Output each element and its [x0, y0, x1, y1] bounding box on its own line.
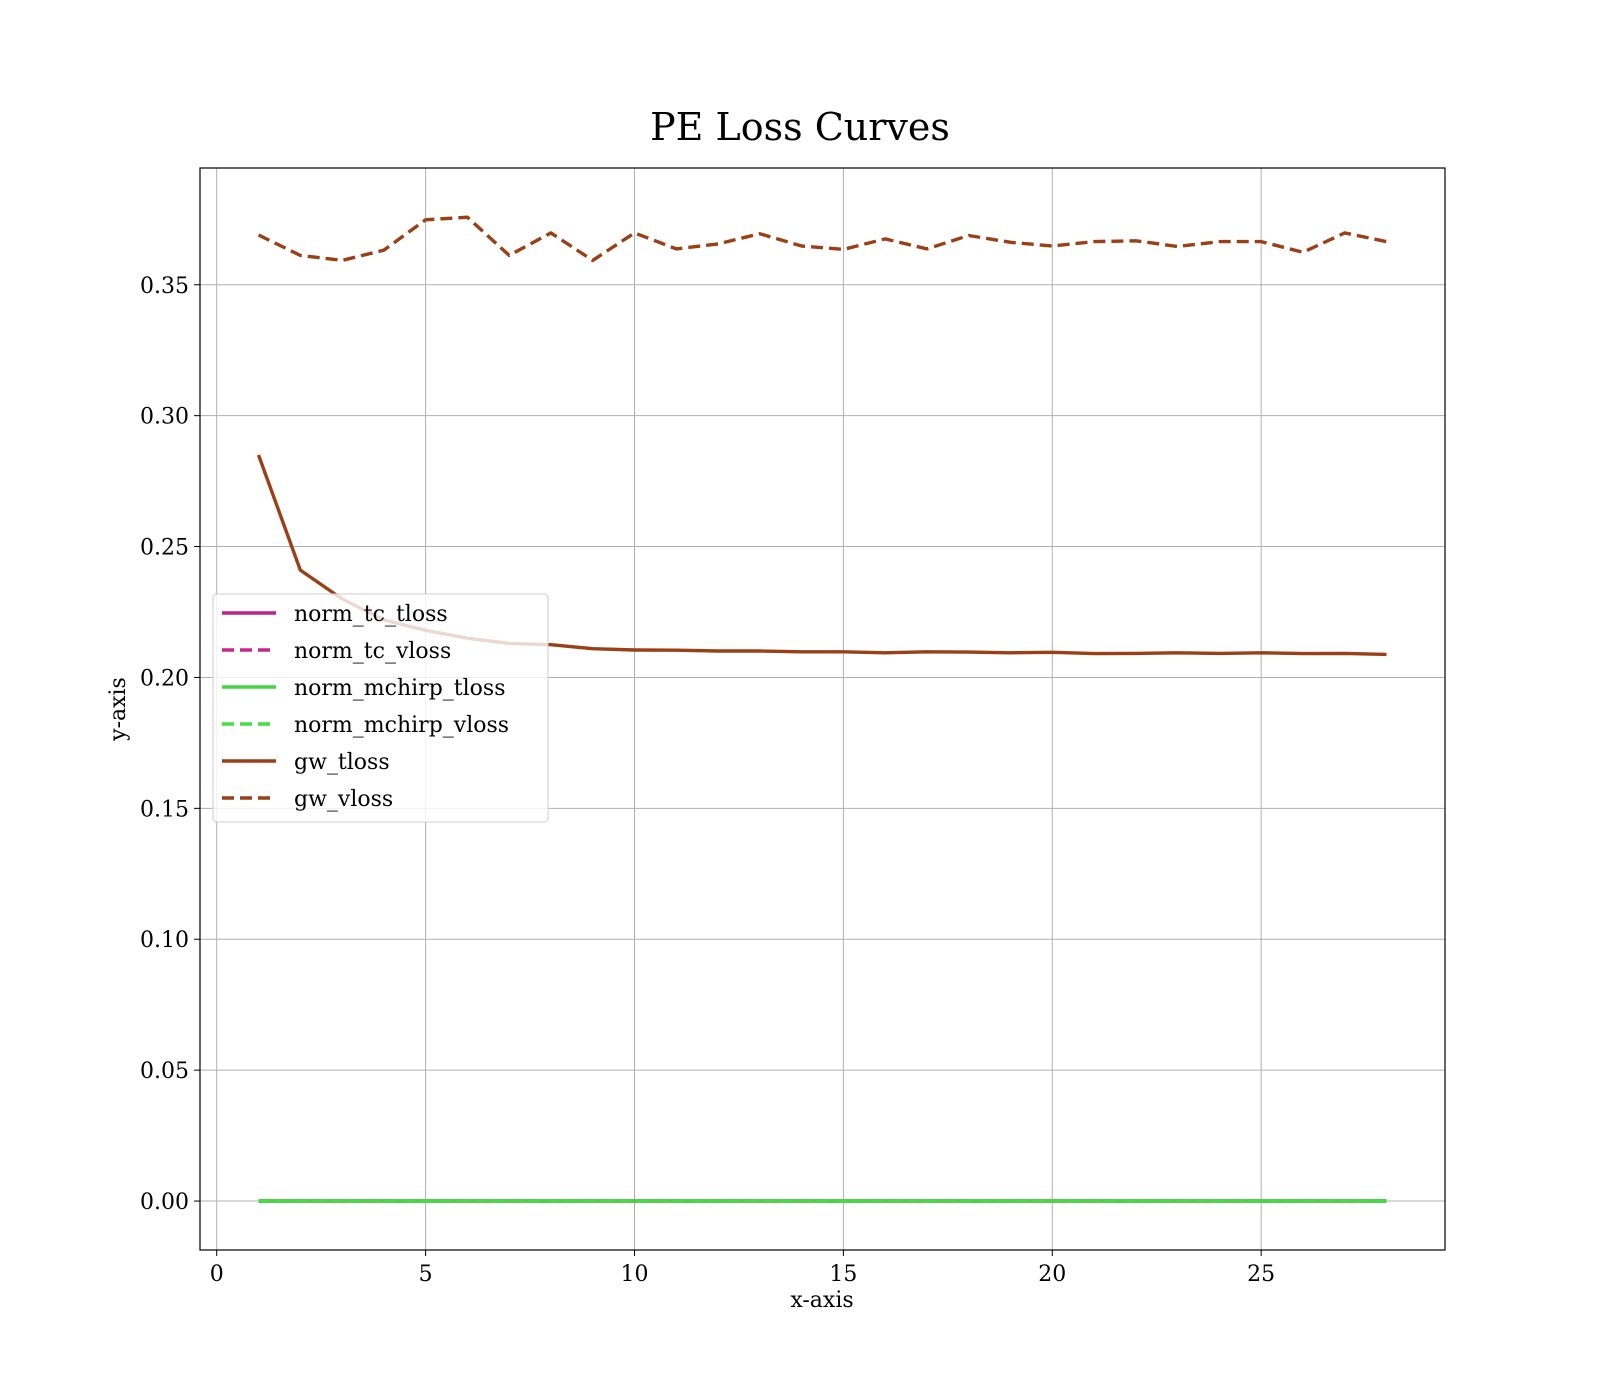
x-tick-label: 10 — [620, 1262, 648, 1287]
y-ticks: 0.00 0.05 0.10 0.15 0.20 0.25 0.30 0.35 — [140, 274, 200, 1215]
x-tick-label: 0 — [210, 1262, 224, 1287]
series-line-gw-vloss — [257, 215, 1387, 263]
x-axis-label: x-axis — [790, 1288, 853, 1313]
legend-label: gw_tloss — [294, 750, 390, 775]
x-tick-label: 20 — [1038, 1262, 1066, 1287]
y-axis-label: y-axis — [106, 677, 131, 742]
legend-label: gw_vloss — [294, 787, 393, 812]
y-tick-label: 0.15 — [140, 797, 189, 822]
x-tick-label: 25 — [1247, 1262, 1275, 1287]
legend: norm_tc_tloss norm_tc_vloss norm_mchirp_tl… — [212, 593, 549, 823]
chart-title: PE Loss Curves — [650, 105, 950, 149]
y-tick-label: 0.20 — [140, 666, 189, 691]
y-tick-label: 0.10 — [140, 928, 189, 953]
legend-label: norm_mchirp_tloss — [294, 676, 505, 701]
y-tick-label: 0.05 — [140, 1059, 189, 1084]
y-tick-label: 0.25 — [140, 536, 189, 561]
legend-label: norm_tc_vloss — [294, 639, 451, 664]
y-tick-label: 0.35 — [140, 274, 189, 299]
legend-label: norm_tc_tloss — [294, 602, 448, 627]
plot-frame — [199, 167, 1446, 1251]
x-ticks: 0 5 10 15 20 25 — [210, 1250, 1275, 1287]
y-tick-label: 0.00 — [140, 1190, 189, 1215]
legend-label: norm_mchirp_vloss — [294, 713, 509, 738]
legend-box — [212, 593, 549, 823]
x-tick-label: 5 — [419, 1262, 433, 1287]
x-tick-label: 15 — [829, 1262, 857, 1287]
y-tick-label: 0.30 — [140, 405, 189, 430]
